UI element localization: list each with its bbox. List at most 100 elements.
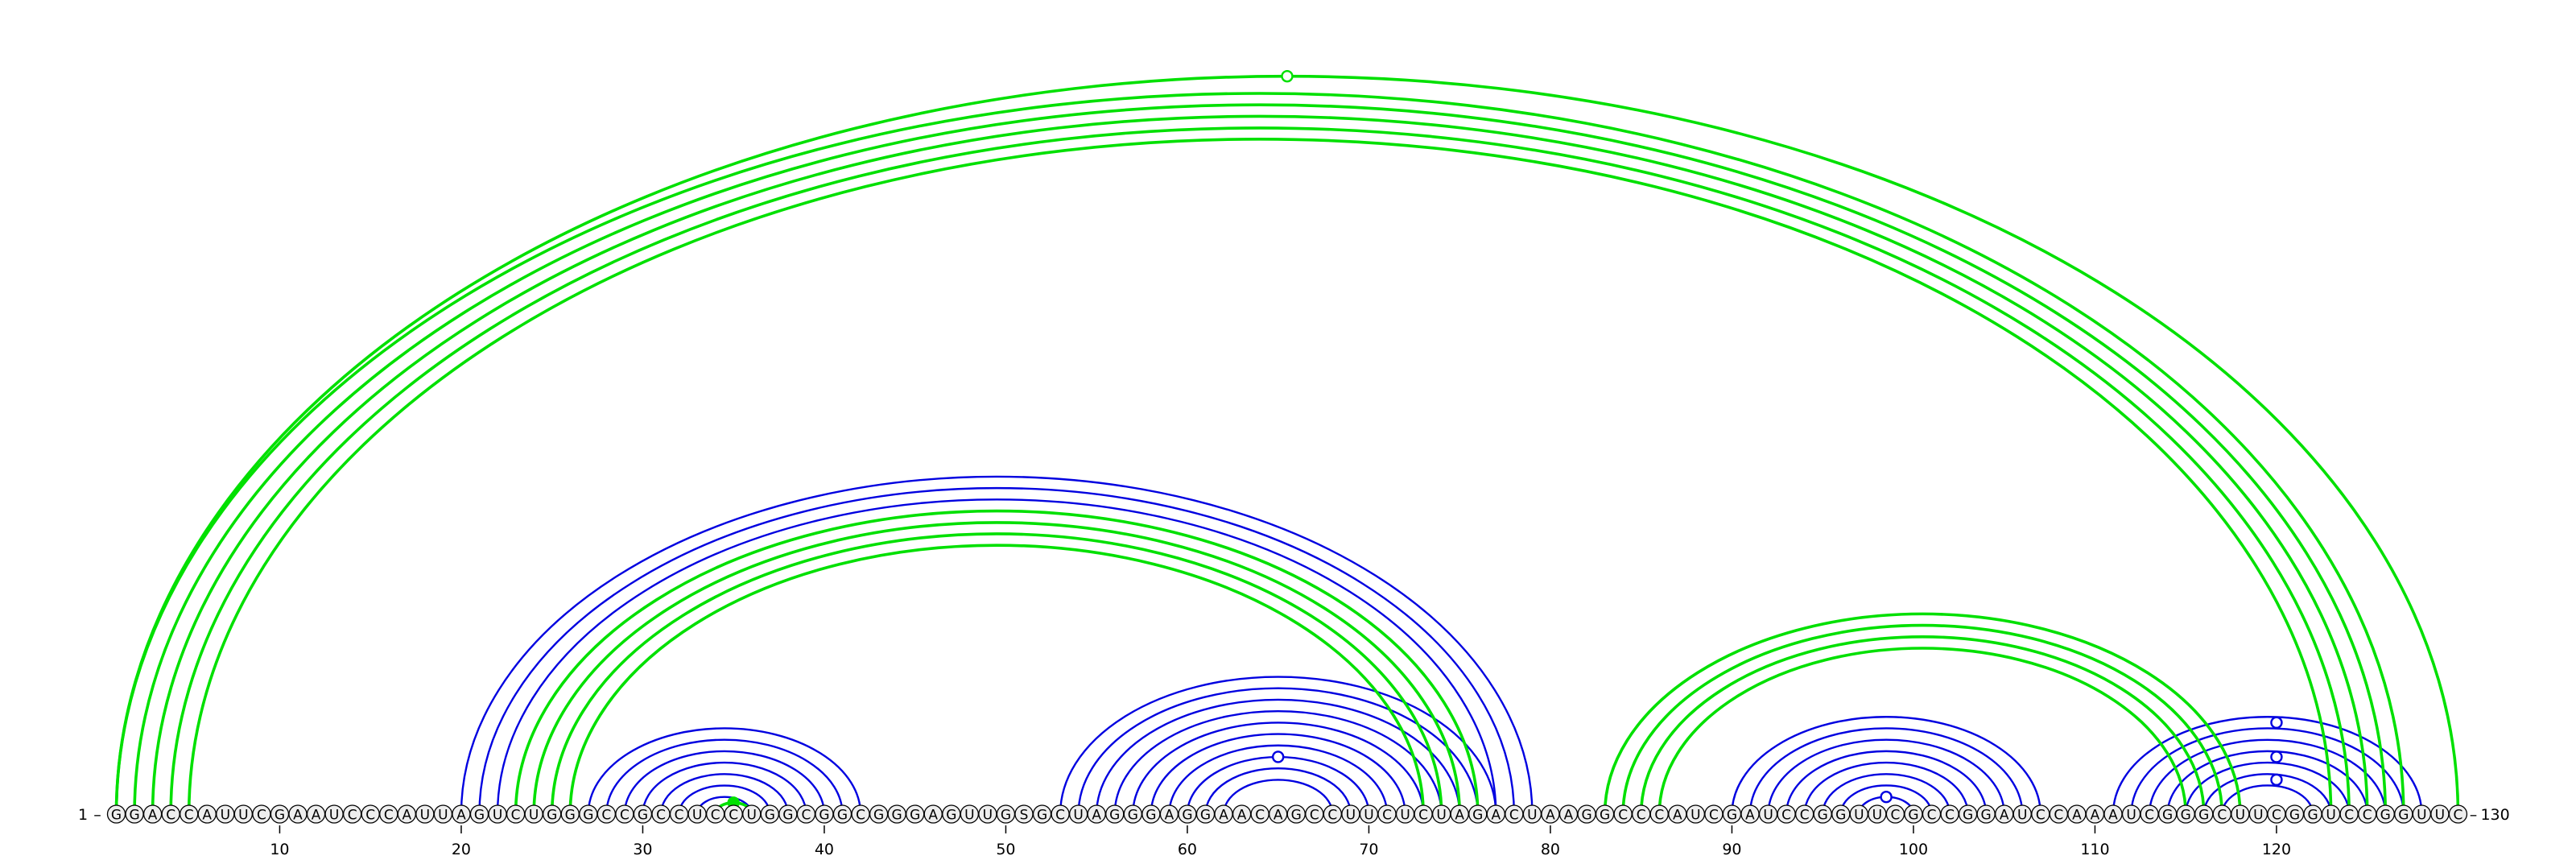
markers-layer	[727, 69, 2283, 809]
nucleotide-letter: S	[1020, 808, 1029, 824]
blue-arc	[1822, 773, 1951, 815]
nucleotide-letter: A	[1092, 808, 1101, 824]
nucleotide-letter: G	[474, 808, 485, 824]
nucleotide-letter: C	[2036, 808, 2046, 824]
nucleotide-letter: A	[1564, 808, 1574, 824]
blue-arc	[1839, 784, 1933, 815]
green-arc	[1603, 612, 2242, 815]
nucleotide-letter: U	[964, 808, 974, 824]
nucleotide: G	[1831, 804, 1851, 824]
pair-marker	[2270, 750, 2283, 763]
blue-arc	[642, 761, 807, 815]
blue-arc	[2202, 773, 2332, 815]
nucleotide-letter: U	[221, 808, 230, 824]
nucleotide-letter: A	[1237, 808, 1247, 824]
nucleotide: A	[1214, 804, 1233, 824]
nucleotide: S	[1014, 804, 1034, 824]
nucleotide-letter: A	[1274, 808, 1283, 824]
nucleotide-letter: U	[493, 808, 502, 824]
blue-arc	[1077, 687, 1479, 815]
nucleotide: G	[2176, 804, 2195, 824]
nucleotide-letter: C	[1382, 808, 1392, 824]
nucleotide: G	[2285, 804, 2305, 824]
nucleotide: G	[1958, 804, 1978, 824]
nucleotide: U	[233, 804, 254, 824]
nucleotide: A	[452, 804, 471, 824]
nucleotide: G	[1813, 804, 1832, 824]
nucleotide: A	[1541, 804, 1560, 824]
nucleotide-letter: G	[1037, 808, 1047, 824]
nucleotide-letter: U	[1854, 808, 1864, 824]
nucleotide-letter: G	[1818, 808, 1828, 824]
nucleotide: C	[2448, 804, 2468, 824]
nucleotide: G	[996, 804, 1016, 824]
nucleotide: A	[1740, 804, 1760, 824]
nucleotide-letter: C	[1709, 808, 1719, 824]
tick-label: 60	[1178, 841, 1197, 857]
nucleotide: U	[1395, 804, 1415, 824]
nucleotide: U	[2013, 804, 2032, 824]
tick-label: 10	[270, 841, 289, 857]
nucleotide-letter: U	[2235, 808, 2245, 824]
green-arc	[568, 544, 1425, 815]
nucleotide-letter: G	[2380, 808, 2391, 824]
nucleotide: C	[180, 804, 199, 824]
ticks-layer: 10 20 30 40 50 60 70 80 90 100 110 120	[270, 825, 2291, 858]
nucleotide: C	[1051, 804, 1070, 824]
nucleotide-letter: U	[438, 808, 448, 824]
nucleotide: G	[1141, 804, 1161, 824]
nucleotide: U	[1432, 804, 1451, 824]
nucleotide: G	[633, 804, 653, 824]
nucleotide-letter: C	[1637, 808, 1646, 824]
nucleotide: A	[197, 804, 217, 824]
nucleotide-letter: U	[2126, 808, 2136, 824]
blue-arc	[1096, 698, 1461, 815]
blue-arc	[1803, 761, 1969, 815]
nucleotide-letter: C	[656, 808, 666, 824]
nucleotide: C	[2267, 804, 2286, 824]
nucleotide: A	[397, 804, 416, 824]
arcs-layer	[114, 74, 2460, 815]
tick-label: 80	[1541, 841, 1560, 857]
nucleotide-letter: A	[402, 808, 411, 824]
nucleotide: A	[1995, 804, 2014, 824]
green-arc	[514, 509, 1480, 815]
nucleotide: U	[1686, 804, 1706, 824]
nucleotide: A	[923, 804, 943, 824]
nucleotide: G	[2303, 804, 2322, 824]
nucleotide-letter: C	[620, 808, 630, 824]
nucleotide-letter: A	[202, 808, 212, 824]
nucleotide-letter: C	[2344, 808, 2354, 824]
green-arc	[114, 92, 2405, 815]
nucleotide: U	[488, 804, 507, 824]
nucleotide: G	[1722, 804, 1742, 824]
nucleotide: U	[324, 804, 344, 824]
blue-arc	[1785, 750, 1988, 815]
nucleotide-letter: C	[1509, 808, 1519, 824]
nucleotide-letter: U	[1436, 808, 1446, 824]
nucleotide: G	[760, 804, 779, 824]
nucleotide-letter: G	[2198, 808, 2209, 824]
nucleotide: G	[869, 804, 889, 824]
nucleotide-letter: C	[2217, 808, 2227, 824]
nucleotide-letter: U	[529, 808, 539, 824]
nucleotide: C	[651, 804, 671, 824]
blue-arc	[478, 486, 1516, 815]
nucleotide: C	[1704, 804, 1724, 824]
nucleotide-letter: G	[1581, 808, 1591, 824]
nucleotide-letter: C	[1327, 808, 1337, 824]
nucleotide: G	[560, 804, 580, 824]
nucleotide: C	[1885, 804, 1905, 824]
nucleotide-letter: G	[547, 808, 557, 824]
blue-arc	[1132, 721, 1425, 815]
nucleotide-letter: C	[2145, 808, 2154, 824]
nucleotide-letter: G	[2289, 808, 2300, 824]
nucleotide: C	[724, 804, 743, 824]
nucleotide-letter: C	[801, 808, 811, 824]
nucleotide: U	[216, 804, 235, 824]
pair-marker	[1271, 750, 1285, 763]
nucleotide: C	[379, 804, 398, 824]
nucleotide: G	[106, 804, 126, 824]
nucleotide-letter: G	[1146, 808, 1156, 824]
nucleotide-letter: G	[1963, 808, 1973, 824]
